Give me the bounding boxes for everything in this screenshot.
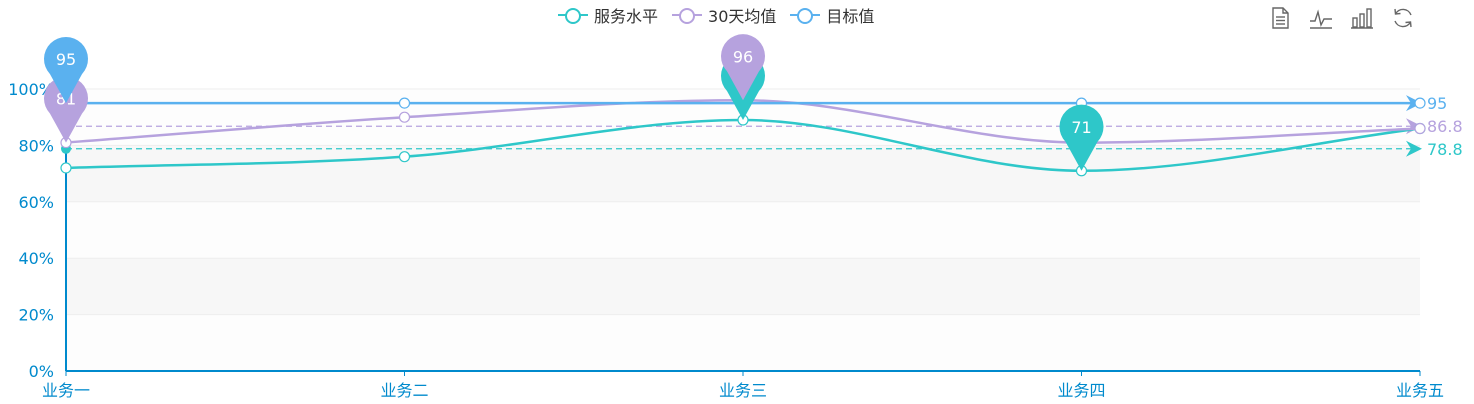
markpoint-label: 71 [1071,118,1091,137]
markline-label: 86.8 [1427,117,1463,136]
y-tick-label: 60% [18,193,54,212]
markpoint-label: 95 [56,50,76,69]
markline-label: 95 [1427,94,1447,113]
split-area-band [66,145,1420,201]
x-tick-label: 业务五 [1396,381,1444,400]
data-point [61,163,71,173]
y-tick-label: 20% [18,306,54,325]
x-tick-labels: 业务一 业务二 业务三 业务四 业务五 [42,371,1444,400]
markpoint-label: 96 [733,47,753,66]
y-tick-labels: 0%20%40%60%80%100% [8,80,54,381]
x-tick-label: 业务二 [380,381,428,400]
split-areas [66,89,1420,371]
data-point [1415,98,1425,108]
x-tick-label: 业务四 [1057,381,1105,400]
x-tick-label: 业务三 [719,381,767,400]
y-tick-label: 80% [18,136,54,155]
y-tick-label: 0% [29,362,54,381]
data-point [1415,123,1425,133]
split-area-band [66,258,1420,314]
x-tick-label: 业务一 [42,381,90,400]
split-area-band [66,202,1420,258]
data-point [400,152,410,162]
data-point [400,98,410,108]
markline: 95 [1427,94,1447,113]
y-tick-label: 40% [18,249,54,268]
markline-label: 78.8 [1427,140,1463,159]
data-point [400,112,410,122]
split-area-band [66,315,1420,371]
